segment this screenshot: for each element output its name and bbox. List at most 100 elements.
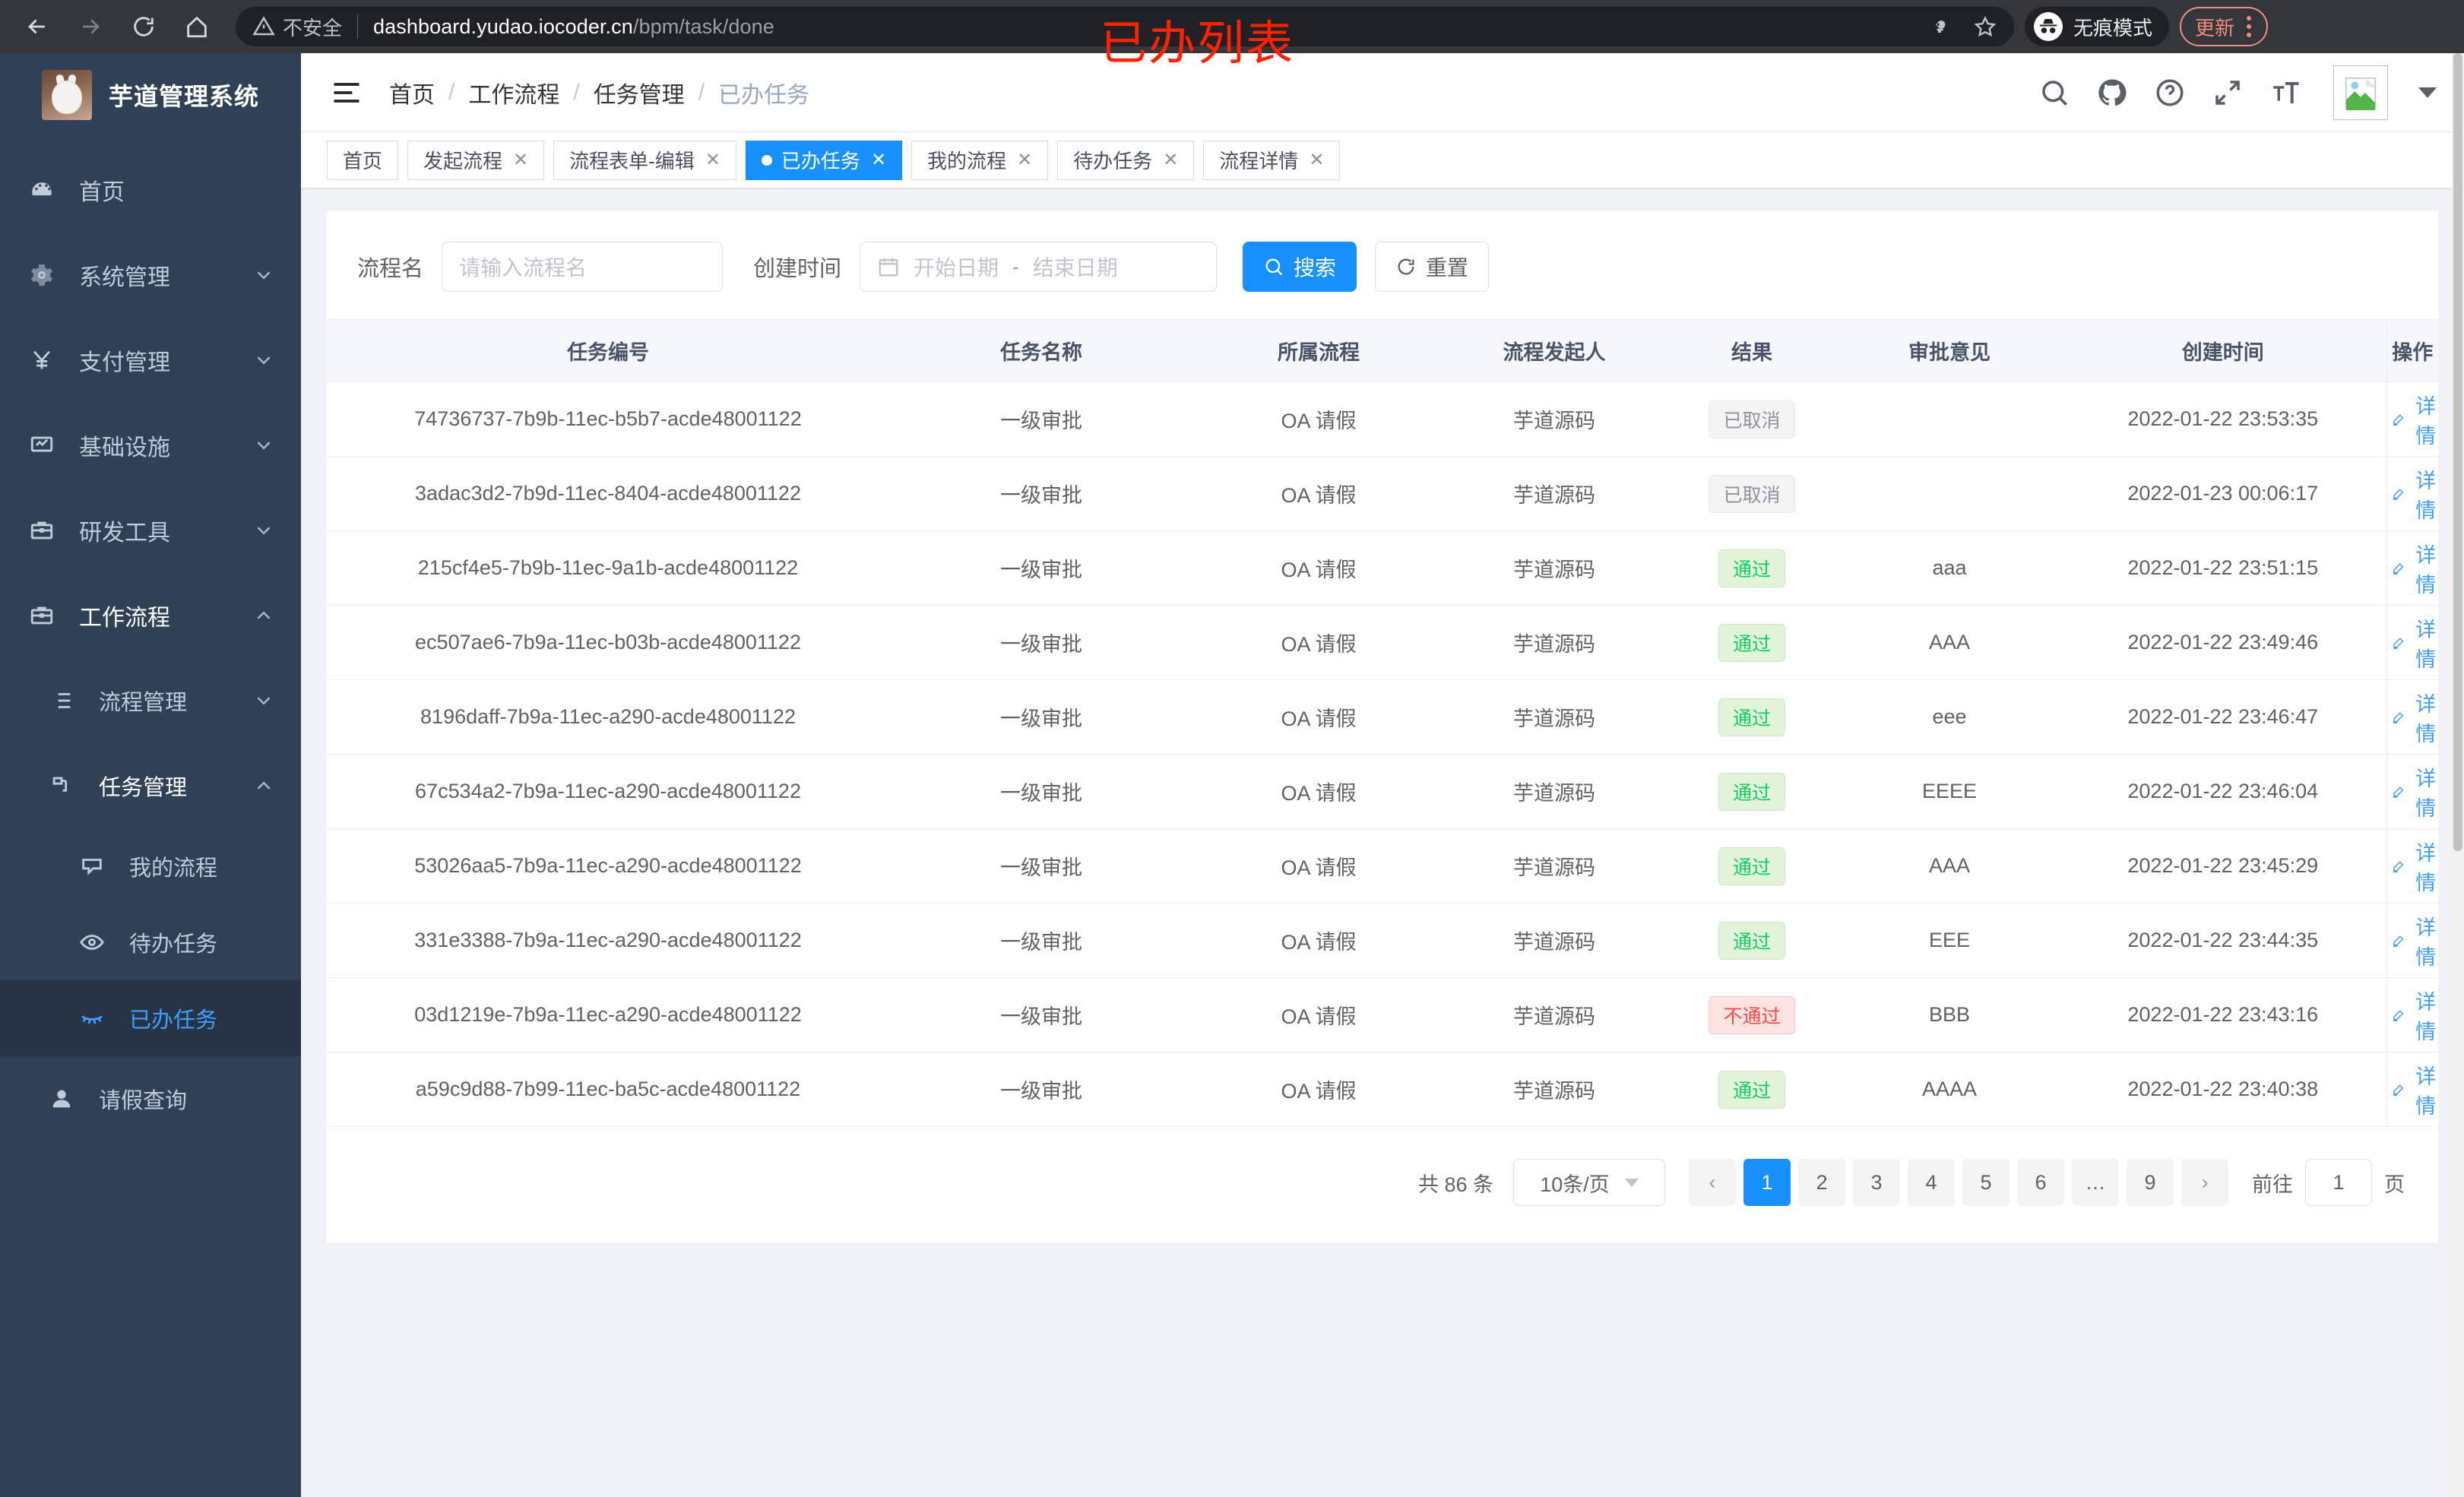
page-scrollbar[interactable] xyxy=(2452,53,2464,1497)
sidebar-item-leave-query[interactable]: 请假查询 xyxy=(0,1056,301,1141)
search-button[interactable]: 搜索 xyxy=(1243,242,1357,292)
incognito-indicator[interactable]: 无痕模式 xyxy=(2025,7,2170,46)
table-row[interactable]: 8196daff-7b9a-11ec-a290-acde48001122 一级审批… xyxy=(327,679,2440,755)
home-icon[interactable] xyxy=(172,2,222,52)
detail-button[interactable]: 详情 xyxy=(2392,539,2440,598)
close-icon[interactable]: ✕ xyxy=(1163,149,1179,170)
column-header-task-name[interactable]: 任务名称 xyxy=(889,319,1193,382)
table-row[interactable]: 3adac3d2-7b9d-11ec-8404-acde48001122 一级审批… xyxy=(327,456,2440,531)
sidebar-item-label: 基础设施 xyxy=(79,435,170,460)
hamburger-icon[interactable] xyxy=(330,76,363,109)
table-row[interactable]: 03d1219e-7b9a-11ec-a290-acde48001122 一级审批… xyxy=(327,977,2440,1052)
close-icon[interactable]: ✕ xyxy=(513,149,529,170)
github-icon[interactable] xyxy=(2096,77,2128,109)
column-header-initiator[interactable]: 流程发起人 xyxy=(1444,319,1664,382)
cell-task-name: 一级审批 xyxy=(889,456,1193,531)
sidebar-item-workflow[interactable]: 工作流程 xyxy=(0,573,301,658)
breadcrumb-item-workflow[interactable]: 工作流程 xyxy=(468,82,560,108)
sidebar-item-devtools[interactable]: 研发工具 xyxy=(0,488,301,573)
pagination-page-button[interactable]: 4 xyxy=(1908,1159,1955,1206)
tab-process-detail[interactable]: 流程详情 ✕ xyxy=(1203,140,1341,180)
detail-button[interactable]: 详情 xyxy=(2392,911,2440,970)
tab-my-process[interactable]: 我的流程 ✕ xyxy=(911,140,1049,180)
avatar[interactable] xyxy=(2333,65,2388,120)
detail-button[interactable]: 详情 xyxy=(2392,390,2440,449)
detail-button[interactable]: 详情 xyxy=(2392,762,2440,821)
breadcrumb-item-home[interactable]: 首页 xyxy=(389,82,435,108)
update-button[interactable]: 更新 xyxy=(2180,7,2269,46)
column-header-created-time[interactable]: 创建时间 xyxy=(2060,319,2386,382)
cell-opinion: eee xyxy=(1839,679,2060,755)
tab-process-form-edit[interactable]: 流程表单-编辑 ✕ xyxy=(553,140,736,180)
reset-button[interactable]: 重置 xyxy=(1375,242,1490,292)
chevron-down-icon[interactable] xyxy=(2418,87,2437,98)
fullscreen-icon[interactable] xyxy=(2212,77,2244,109)
table-row[interactable]: 331e3388-7b9a-11ec-a290-acde48001122 一级审批… xyxy=(327,903,2440,978)
detail-button[interactable]: 详情 xyxy=(2392,613,2440,673)
cell-initiator: 芋道源码 xyxy=(1444,977,1664,1052)
pagination-next-button[interactable]: › xyxy=(2181,1159,2228,1206)
tab-todo-tasks[interactable]: 待办任务 ✕ xyxy=(1057,140,1195,180)
search-icon[interactable] xyxy=(2038,77,2070,109)
close-icon[interactable]: ✕ xyxy=(705,149,721,170)
pagination-ellipsis[interactable]: … xyxy=(2072,1159,2119,1206)
pagination-page-button[interactable]: 9 xyxy=(2127,1159,2174,1206)
sidebar-item-task-management[interactable]: 任务管理 xyxy=(0,743,301,828)
pagination-page-button[interactable]: 6 xyxy=(2017,1159,2064,1206)
address-bar[interactable]: 不安全 dashboard.yudao.iocoder.cn/bpm/task/… xyxy=(236,7,2014,46)
detail-button[interactable]: 详情 xyxy=(2392,688,2440,747)
sidebar-item-my-process[interactable]: 我的流程 xyxy=(0,828,301,904)
sidebar-item-process-management[interactable]: 流程管理 xyxy=(0,658,301,743)
brand[interactable]: 芋道管理系统 xyxy=(0,53,301,137)
sidebar-item-home[interactable]: 首页 xyxy=(0,147,301,233)
close-icon[interactable]: ✕ xyxy=(870,149,887,170)
sidebar-item-todo-tasks[interactable]: 待办任务 xyxy=(0,904,301,980)
close-icon[interactable]: ✕ xyxy=(1309,149,1325,170)
column-header-process[interactable]: 所属流程 xyxy=(1193,319,1444,382)
table-row[interactable]: 53026aa5-7b9a-11ec-a290-acde48001122 一级审批… xyxy=(327,828,2440,904)
tab-start-process[interactable]: 发起流程 ✕ xyxy=(407,140,545,180)
breadcrumb-item-task-management[interactable]: 任务管理 xyxy=(593,82,685,108)
table-row[interactable]: ec507ae6-7b9a-11ec-b03b-acde48001122 一级审批… xyxy=(327,605,2440,680)
column-header-task-id[interactable]: 任务编号 xyxy=(327,319,889,382)
detail-button[interactable]: 详情 xyxy=(2392,837,2440,896)
pagination-prev-button[interactable]: ‹ xyxy=(1689,1159,1736,1206)
font-size-icon[interactable] xyxy=(2269,77,2301,109)
eye-closed-icon xyxy=(73,1005,111,1031)
back-icon[interactable] xyxy=(12,2,62,52)
search-input[interactable]: 请输入流程名 xyxy=(442,242,724,292)
table-row[interactable]: 67c534a2-7b9a-11ec-a290-acde48001122 一级审批… xyxy=(327,754,2440,829)
help-icon[interactable] xyxy=(2154,77,2186,109)
breadcrumb: 首页 / 工作流程 / 任务管理 / 已办任务 xyxy=(389,76,809,109)
page-size-select[interactable]: 10条/页 xyxy=(1513,1159,1665,1206)
pagination-page-button[interactable]: 2 xyxy=(1798,1159,1845,1206)
cell-process: OA 请假 xyxy=(1193,828,1444,904)
jump-page-input[interactable]: 1 xyxy=(2305,1159,2372,1206)
pagination-page-button[interactable]: 5 xyxy=(1962,1159,2010,1206)
tab-home[interactable]: 首页 xyxy=(327,140,399,180)
star-icon[interactable] xyxy=(1973,14,1997,39)
column-header-result[interactable]: 结果 xyxy=(1664,319,1839,382)
forward-icon[interactable] xyxy=(65,2,116,52)
sidebar-item-system[interactable]: 系统管理 xyxy=(0,233,301,318)
detail-button[interactable]: 详情 xyxy=(2392,986,2440,1045)
sidebar-item-infrastructure[interactable]: 基础设施 xyxy=(0,403,301,488)
detail-button[interactable]: 详情 xyxy=(2392,464,2440,524)
close-icon[interactable]: ✕ xyxy=(1017,149,1033,170)
reload-icon[interactable] xyxy=(119,2,169,52)
sidebar-item-payment[interactable]: 支付管理 xyxy=(0,318,301,403)
column-header-opinion[interactable]: 审批意见 xyxy=(1839,319,2060,382)
key-icon[interactable] xyxy=(1929,14,1953,39)
date-range-picker[interactable]: 开始日期 - 结束日期 xyxy=(860,242,1218,292)
scrollbar-thumb[interactable] xyxy=(2453,53,2462,851)
sidebar-item-done-tasks[interactable]: 已办任务 xyxy=(0,980,301,1056)
detail-button[interactable]: 详情 xyxy=(2392,1060,2440,1119)
tab-done-tasks[interactable]: 已办任务 ✕ xyxy=(745,140,903,180)
pagination-page-button[interactable]: 3 xyxy=(1853,1159,1900,1206)
table-row[interactable]: 74736737-7b9b-11ec-b5b7-acde48001122 一级审批… xyxy=(327,381,2440,457)
table-row[interactable]: a59c9d88-7b99-11ec-ba5c-acde48001122 一级审批… xyxy=(327,1052,2438,1127)
pagination-page-button[interactable]: 1 xyxy=(1743,1159,1791,1206)
table-row[interactable]: 215cf4e5-7b9b-11ec-9a1b-acde48001122 一级审批… xyxy=(327,530,2440,606)
cell-task-id: 53026aa5-7b9a-11ec-a290-acde48001122 xyxy=(327,828,889,904)
kebab-menu-icon[interactable] xyxy=(2242,16,2256,37)
